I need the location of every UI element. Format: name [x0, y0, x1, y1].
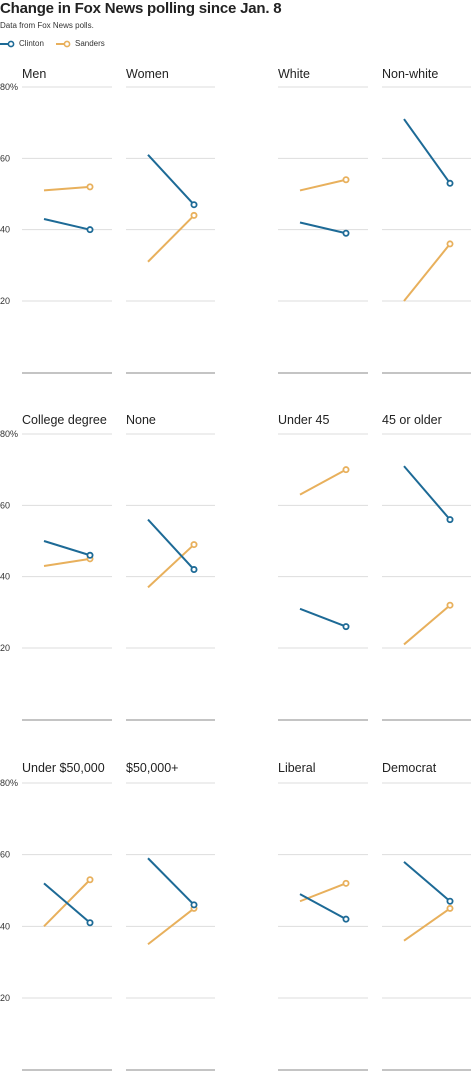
- sanders-end-point: [190, 541, 198, 549]
- sanders-end-point: [342, 879, 350, 887]
- y-tick-label: 40: [0, 921, 10, 931]
- clinton-end-point: [342, 623, 350, 631]
- legend-label-clinton: Clinton: [19, 39, 44, 48]
- sanders-line: [299, 178, 347, 192]
- y-tick-label: 20: [0, 643, 10, 653]
- clinton-end-point: [342, 229, 350, 237]
- panel-label: College degree: [22, 413, 107, 427]
- clinton-end-point: [190, 566, 198, 574]
- clinton-end-point: [446, 897, 454, 905]
- sanders-line: [43, 185, 91, 192]
- panel-label: White: [278, 67, 310, 81]
- sanders-line: [147, 907, 195, 946]
- clinton-line: [299, 221, 347, 235]
- clinton-end-point: [86, 919, 94, 927]
- sanders-line: [403, 243, 451, 302]
- sanders-legend-swatch: [56, 40, 71, 48]
- panel-label: $50,000+: [126, 761, 178, 775]
- clinton-end-point: [446, 516, 454, 524]
- y-tick-label: 20: [0, 296, 10, 306]
- clinton-legend-swatch: [0, 40, 15, 48]
- clinton-line: [147, 154, 195, 206]
- sanders-line: [147, 214, 195, 263]
- clinton-end-point: [190, 901, 198, 909]
- clinton-end-point: [446, 179, 454, 187]
- clinton-end-point: [86, 551, 94, 559]
- sanders-end-point: [446, 601, 454, 609]
- y-tick-label: 60: [0, 500, 10, 510]
- clinton-end-point: [342, 915, 350, 923]
- sanders-line: [43, 557, 91, 567]
- sanders-end-point: [342, 176, 350, 184]
- sanders-end-point: [86, 183, 94, 191]
- sanders-end-point: [446, 240, 454, 248]
- y-tick-label: 60: [0, 850, 10, 860]
- panel-label: Women: [126, 67, 169, 81]
- sanders-end-point: [446, 904, 454, 912]
- legend-label-sanders: Sanders: [75, 39, 105, 48]
- clinton-line: [43, 882, 91, 924]
- panel-label: Under $50,000: [22, 761, 105, 775]
- panel-label: Under 45: [278, 413, 329, 427]
- panel-label: None: [126, 413, 156, 427]
- y-tick-label: 80%: [0, 82, 18, 92]
- sanders-end-point: [190, 211, 198, 219]
- clinton-line: [403, 465, 451, 521]
- clinton-end-point: [86, 226, 94, 234]
- clinton-line: [43, 540, 91, 557]
- y-tick-label: 40: [0, 225, 10, 235]
- clinton-line: [403, 118, 451, 184]
- sanders-line: [147, 543, 195, 589]
- clinton-line: [147, 857, 195, 906]
- panel-label: Democrat: [382, 761, 437, 775]
- clinton-line: [403, 861, 451, 903]
- y-tick-label: 80%: [0, 778, 18, 788]
- clinton-line: [147, 518, 195, 571]
- panel-label: Men: [22, 67, 46, 81]
- sanders-end-point: [86, 876, 94, 884]
- y-tick-label: 80%: [0, 429, 18, 439]
- y-tick-label: 20: [0, 993, 10, 1003]
- sanders-line: [403, 907, 451, 942]
- clinton-line: [299, 893, 347, 921]
- sanders-line: [299, 468, 347, 496]
- chart-subtitle: Data from Fox News polls.: [0, 21, 94, 30]
- panel-label: Non-white: [382, 67, 438, 81]
- y-tick-label: 40: [0, 572, 10, 582]
- panel-label: Liberal: [278, 761, 316, 775]
- sanders-line: [403, 604, 451, 646]
- clinton-line: [43, 217, 91, 231]
- chart-title: Change in Fox News polling since Jan. 8: [0, 0, 282, 17]
- clinton-line: [299, 607, 347, 628]
- panel-label: 45 or older: [382, 413, 442, 427]
- sanders-end-point: [342, 466, 350, 474]
- clinton-end-point: [190, 201, 198, 209]
- y-tick-label: 60: [0, 153, 10, 163]
